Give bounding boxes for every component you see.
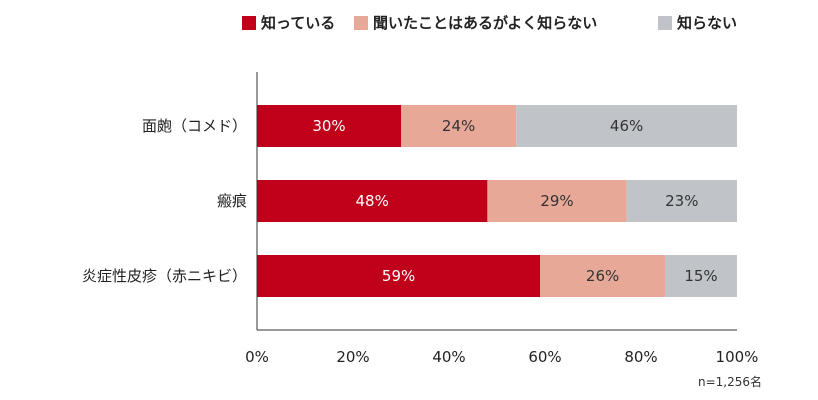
data-label-1-0: 48% bbox=[356, 192, 389, 210]
bar-segment-0-2 bbox=[516, 105, 737, 147]
data-label-0-0: 30% bbox=[312, 117, 345, 135]
x-tick-label-0: 0% bbox=[245, 348, 269, 366]
data-label-2-0: 59% bbox=[382, 267, 415, 285]
legend-swatch-know bbox=[242, 15, 256, 30]
x-tick-label-3: 60% bbox=[528, 348, 561, 366]
legend-item-dont-know: 知らない bbox=[658, 12, 737, 33]
bar-segment-1-1 bbox=[487, 180, 627, 222]
legend-label-heard: 聞いたことはあるがよく知らない bbox=[373, 14, 598, 32]
legend-swatch-heard bbox=[354, 15, 368, 30]
bar-segment-0-1 bbox=[401, 105, 517, 147]
category-label-2: 炎症性皮疹（赤ニキビ） bbox=[82, 267, 247, 285]
bar-segment-1-2 bbox=[626, 180, 737, 222]
legend-item-heard: 聞いたことはあるがよく知らない bbox=[354, 12, 597, 33]
legend-label-know: 知っている bbox=[261, 14, 336, 32]
x-tick-label-1: 20% bbox=[336, 348, 369, 366]
bar-segment-1-0 bbox=[257, 180, 488, 222]
sample-size-note: n=1,256名 bbox=[697, 375, 762, 389]
data-label-0-1: 24% bbox=[442, 117, 475, 135]
legend-item-know: 知っている bbox=[242, 12, 335, 33]
x-tick-label-2: 40% bbox=[432, 348, 465, 366]
data-label-0-2: 46% bbox=[610, 117, 643, 135]
bar-segment-2-2 bbox=[665, 255, 737, 297]
data-label-2-1: 26% bbox=[586, 267, 619, 285]
bar-segment-2-1 bbox=[540, 255, 665, 297]
legend: 知っている 聞いたことはあるがよく知らない 知らない bbox=[0, 12, 818, 36]
bar-segment-0-0 bbox=[257, 105, 401, 147]
data-label-1-1: 29% bbox=[540, 192, 573, 210]
category-label-0: 面皰（コメド） bbox=[142, 117, 247, 135]
x-tick-label-4: 80% bbox=[624, 348, 657, 366]
x-tick-label-5: 100% bbox=[716, 348, 759, 366]
legend-label-dont-know: 知らない bbox=[677, 14, 738, 32]
data-label-1-2: 23% bbox=[665, 192, 698, 210]
category-label-1: 瘢痕 bbox=[217, 192, 247, 210]
data-label-2-2: 15% bbox=[684, 267, 717, 285]
bar-segment-2-0 bbox=[257, 255, 541, 297]
legend-swatch-dont-know bbox=[658, 15, 672, 30]
